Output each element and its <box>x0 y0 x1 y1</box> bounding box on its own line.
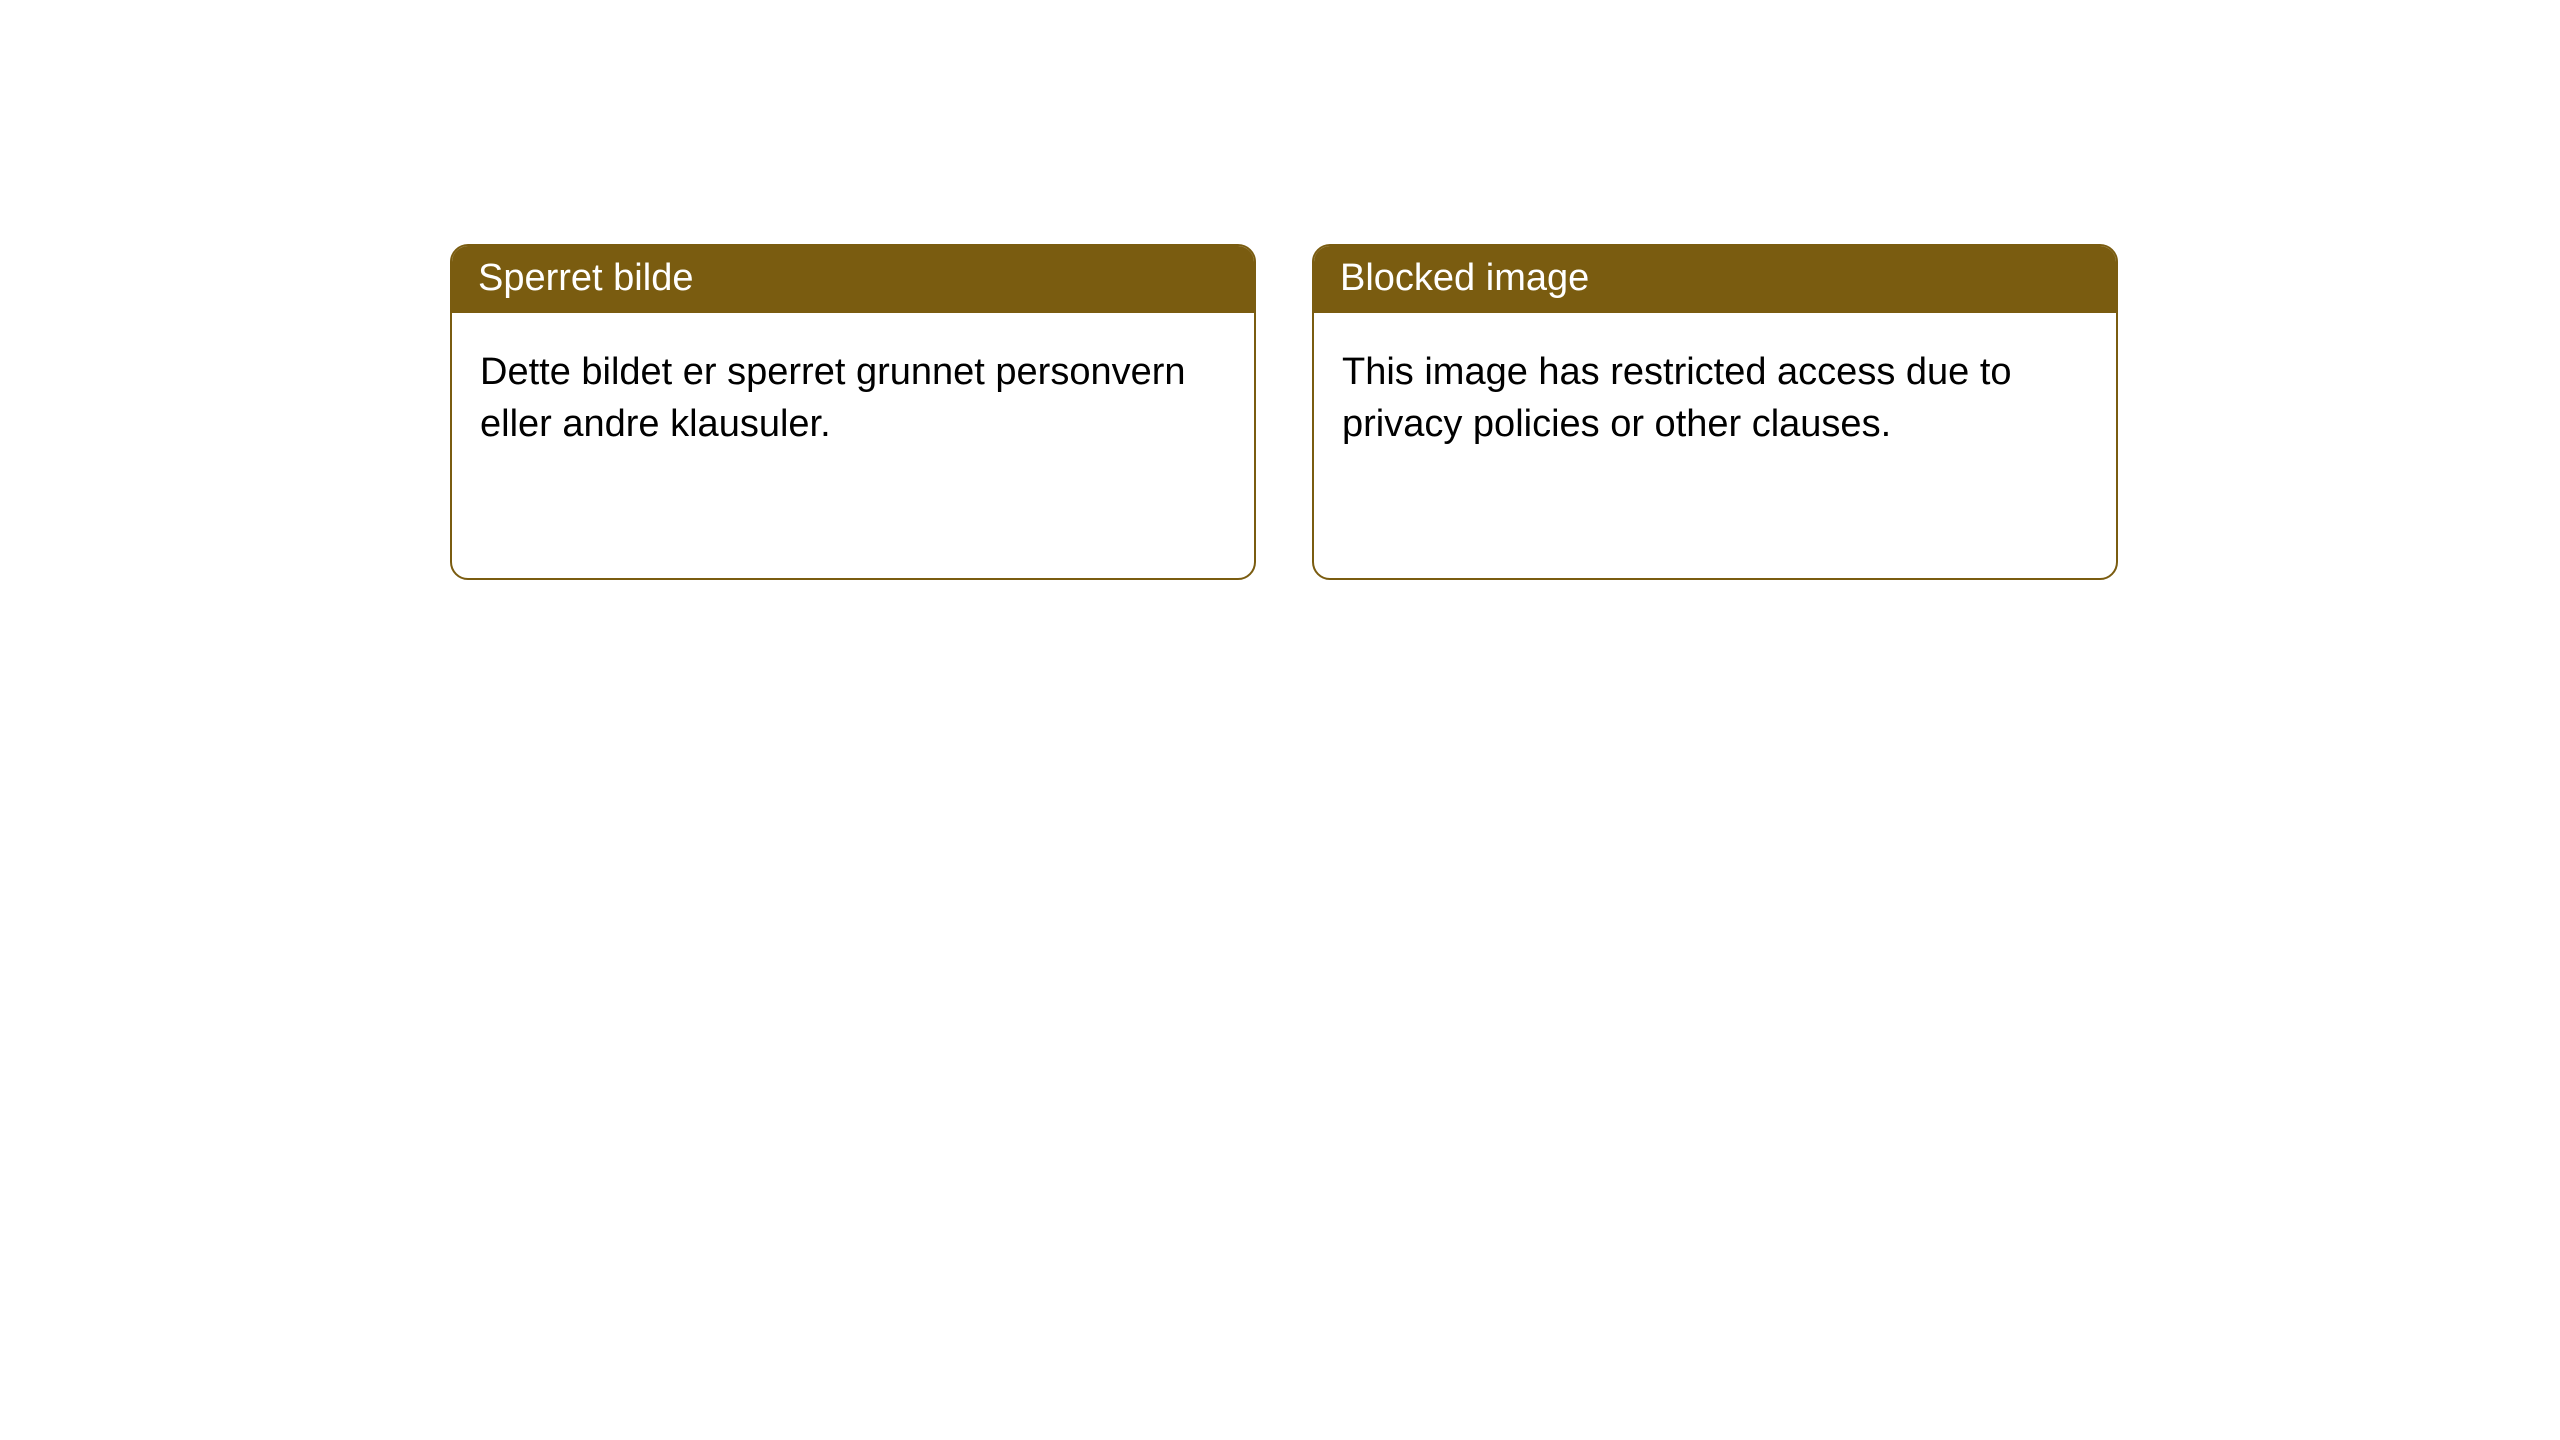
card-body: This image has restricted access due to … <box>1314 313 2116 484</box>
blocked-image-card-no: Sperret bilde Dette bildet er sperret gr… <box>450 244 1256 580</box>
card-body-text: This image has restricted access due to … <box>1342 351 2012 444</box>
card-header: Blocked image <box>1314 246 2116 313</box>
notice-container: Sperret bilde Dette bildet er sperret gr… <box>0 0 2560 580</box>
card-title: Sperret bilde <box>478 257 693 299</box>
card-title: Blocked image <box>1340 257 1589 299</box>
card-body: Dette bildet er sperret grunnet personve… <box>452 313 1254 484</box>
blocked-image-card-en: Blocked image This image has restricted … <box>1312 244 2118 580</box>
card-header: Sperret bilde <box>452 246 1254 313</box>
card-body-text: Dette bildet er sperret grunnet personve… <box>480 351 1186 444</box>
